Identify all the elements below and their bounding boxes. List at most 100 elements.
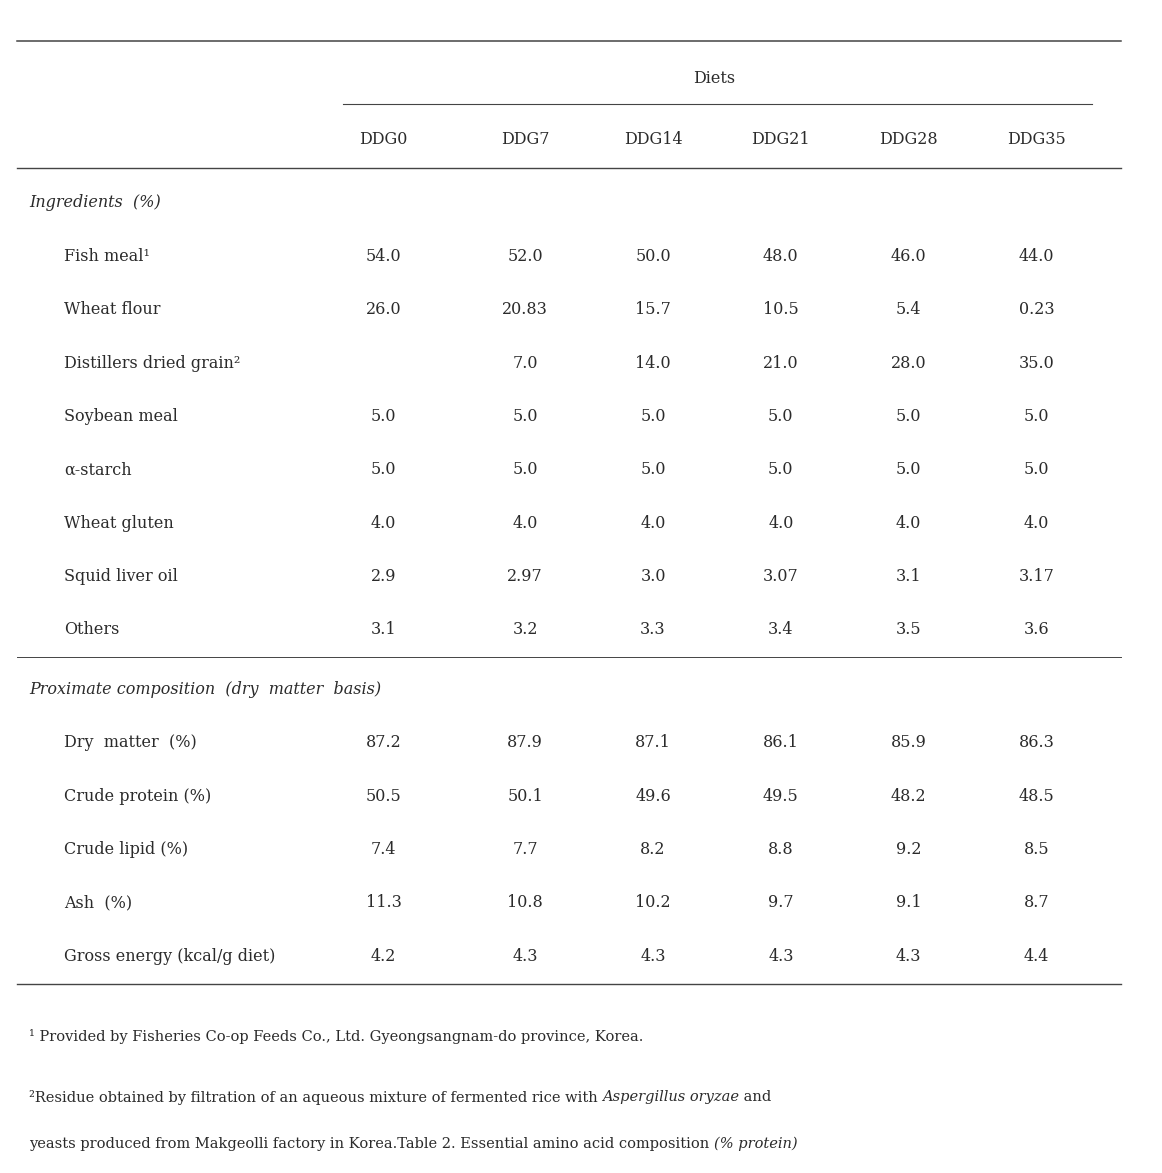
Text: 4.2: 4.2 <box>371 948 396 964</box>
Text: Wheat flour: Wheat flour <box>64 301 160 318</box>
Text: 48.2: 48.2 <box>891 788 926 805</box>
Text: 3.6: 3.6 <box>1024 622 1049 638</box>
Text: 5.0: 5.0 <box>512 408 538 425</box>
Text: 5.0: 5.0 <box>371 461 396 479</box>
Text: 7.4: 7.4 <box>371 841 396 857</box>
Text: ²Residue obtained by filtration of an aqueous mixture of fermented rice with: ²Residue obtained by filtration of an aq… <box>29 1090 602 1105</box>
Text: Gross energy (kcal/g diet): Gross energy (kcal/g diet) <box>64 948 275 964</box>
Text: 3.07: 3.07 <box>763 568 798 585</box>
Text: 7.0: 7.0 <box>512 354 538 372</box>
Text: 7.7: 7.7 <box>512 841 538 857</box>
Text: DDG35: DDG35 <box>1007 131 1066 148</box>
Text: 4.0: 4.0 <box>371 515 396 531</box>
Text: DDG14: DDG14 <box>624 131 682 148</box>
Text: 5.0: 5.0 <box>640 461 666 479</box>
Text: Soybean meal: Soybean meal <box>64 408 178 425</box>
Text: Diets: Diets <box>694 70 736 87</box>
Text: 52.0: 52.0 <box>508 248 543 265</box>
Text: 0.23: 0.23 <box>1019 301 1054 318</box>
Text: 85.9: 85.9 <box>891 734 926 751</box>
Text: 50.0: 50.0 <box>636 248 670 265</box>
Text: 4.0: 4.0 <box>768 515 794 531</box>
Text: Squid liver oil: Squid liver oil <box>64 568 178 585</box>
Text: 3.2: 3.2 <box>512 622 538 638</box>
Text: 3.1: 3.1 <box>371 622 396 638</box>
Text: 3.3: 3.3 <box>640 622 666 638</box>
Text: 5.0: 5.0 <box>768 408 794 425</box>
Text: 8.7: 8.7 <box>1024 895 1049 911</box>
Text: Ingredients  (%): Ingredients (%) <box>29 195 160 211</box>
Text: Dry  matter  (%): Dry matter (%) <box>64 734 196 751</box>
Text: 20.83: 20.83 <box>502 301 548 318</box>
Text: (% protein): (% protein) <box>713 1137 797 1151</box>
Text: 3.4: 3.4 <box>768 622 794 638</box>
Text: 44.0: 44.0 <box>1019 248 1054 265</box>
Text: 4.3: 4.3 <box>512 948 538 964</box>
Text: Aspergillus oryzae: Aspergillus oryzae <box>602 1090 739 1104</box>
Text: 49.6: 49.6 <box>636 788 670 805</box>
Text: and: and <box>739 1090 772 1104</box>
Text: Others: Others <box>64 622 120 638</box>
Text: 4.4: 4.4 <box>1024 948 1049 964</box>
Text: 5.0: 5.0 <box>1024 461 1049 479</box>
Text: 3.17: 3.17 <box>1019 568 1054 585</box>
Text: 4.3: 4.3 <box>640 948 666 964</box>
Text: 2.97: 2.97 <box>508 568 543 585</box>
Text: 9.2: 9.2 <box>896 841 921 857</box>
Text: 10.2: 10.2 <box>636 895 670 911</box>
Text: DDG28: DDG28 <box>880 131 938 148</box>
Text: 4.0: 4.0 <box>1024 515 1049 531</box>
Text: 8.5: 8.5 <box>1024 841 1049 857</box>
Text: 3.5: 3.5 <box>896 622 921 638</box>
Text: Crude protein (%): Crude protein (%) <box>64 788 211 805</box>
Text: 4.3: 4.3 <box>896 948 921 964</box>
Text: 10.5: 10.5 <box>763 301 798 318</box>
Text: Distillers dried grain²: Distillers dried grain² <box>64 354 241 372</box>
Text: yeasts produced from Makgeolli factory in Korea.Table 2. Essential amino acid co: yeasts produced from Makgeolli factory i… <box>29 1137 713 1151</box>
Text: 26.0: 26.0 <box>366 301 401 318</box>
Text: 3.0: 3.0 <box>640 568 666 585</box>
Text: 15.7: 15.7 <box>636 301 670 318</box>
Text: 4.3: 4.3 <box>768 948 794 964</box>
Text: 9.7: 9.7 <box>768 895 794 911</box>
Text: Crude lipid (%): Crude lipid (%) <box>64 841 188 857</box>
Text: 5.0: 5.0 <box>512 461 538 479</box>
Text: DDG7: DDG7 <box>501 131 550 148</box>
Text: 5.0: 5.0 <box>371 408 396 425</box>
Text: 86.3: 86.3 <box>1019 734 1054 751</box>
Text: Ash  (%): Ash (%) <box>64 895 132 911</box>
Text: 87.9: 87.9 <box>508 734 543 751</box>
Text: 87.1: 87.1 <box>636 734 670 751</box>
Text: 35.0: 35.0 <box>1019 354 1054 372</box>
Text: 8.2: 8.2 <box>640 841 666 857</box>
Text: 48.0: 48.0 <box>763 248 798 265</box>
Text: 54.0: 54.0 <box>366 248 401 265</box>
Text: 5.0: 5.0 <box>896 408 921 425</box>
Text: 9.1: 9.1 <box>896 895 921 911</box>
Text: 10.8: 10.8 <box>508 895 543 911</box>
Text: 50.1: 50.1 <box>508 788 543 805</box>
Text: 48.5: 48.5 <box>1019 788 1054 805</box>
Text: 5.0: 5.0 <box>1024 408 1049 425</box>
Text: 86.1: 86.1 <box>763 734 798 751</box>
Text: 4.0: 4.0 <box>512 515 538 531</box>
Text: 5.0: 5.0 <box>640 408 666 425</box>
Text: 14.0: 14.0 <box>636 354 670 372</box>
Text: Proximate composition  (dry  matter  basis): Proximate composition (dry matter basis) <box>29 682 381 698</box>
Text: 50.5: 50.5 <box>366 788 401 805</box>
Text: DDG0: DDG0 <box>359 131 408 148</box>
Text: 5.0: 5.0 <box>768 461 794 479</box>
Text: 4.0: 4.0 <box>640 515 666 531</box>
Text: 87.2: 87.2 <box>366 734 401 751</box>
Text: 2.9: 2.9 <box>371 568 396 585</box>
Text: 28.0: 28.0 <box>891 354 926 372</box>
Text: α-starch: α-starch <box>64 461 131 479</box>
Text: ¹ Provided by Fisheries Co-op Feeds Co., Ltd. Gyeongsangnam-do province, Korea.: ¹ Provided by Fisheries Co-op Feeds Co.,… <box>29 1029 644 1044</box>
Text: Fish meal¹: Fish meal¹ <box>64 248 150 265</box>
Text: 49.5: 49.5 <box>763 788 798 805</box>
Text: 5.0: 5.0 <box>896 461 921 479</box>
Text: 8.8: 8.8 <box>768 841 794 857</box>
Text: 46.0: 46.0 <box>891 248 926 265</box>
Text: Wheat gluten: Wheat gluten <box>64 515 173 531</box>
Text: 3.1: 3.1 <box>896 568 921 585</box>
